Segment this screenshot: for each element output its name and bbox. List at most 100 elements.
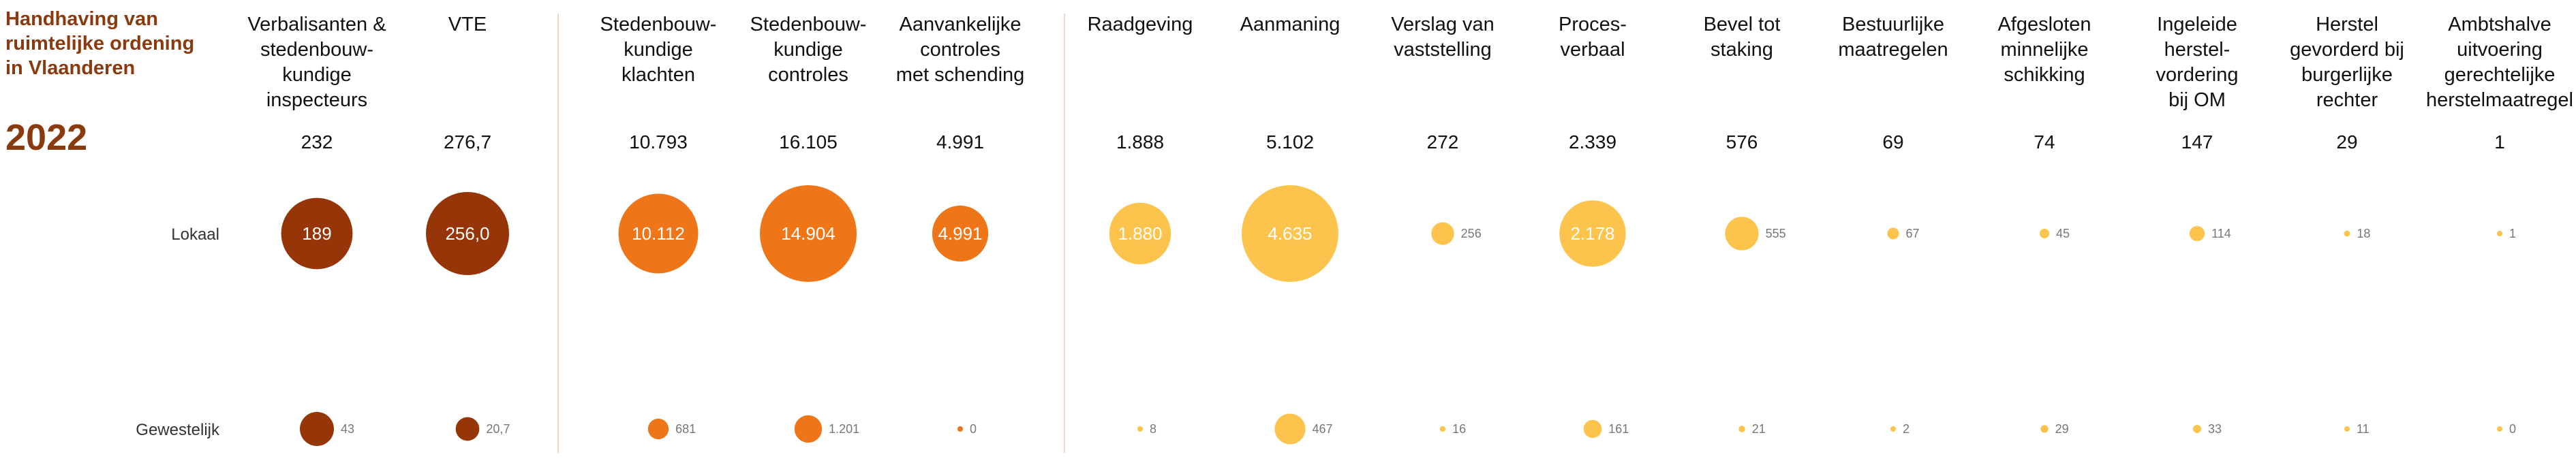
bubble-regional (299, 411, 335, 447)
bubble-local (1242, 185, 1338, 282)
bubble-local (1431, 222, 1454, 245)
column-header-line: burgerlijke (2301, 64, 2393, 86)
bubble-value-label: 14.904 (781, 223, 835, 244)
bubble-value-label: 0 (2509, 422, 2516, 436)
column-header-line: controles (768, 64, 848, 86)
bubble-regional (1890, 426, 1896, 432)
column-header-line: kundige (773, 39, 843, 61)
bubble-value-label: 681 (675, 422, 696, 436)
column-header-line: gerechtelijke (2444, 64, 2556, 86)
column-header-line: VTE (448, 14, 487, 35)
column-header-line: Afgesloten (1997, 14, 2091, 35)
bubble-local (760, 185, 857, 282)
bubble-value-label: 256 (1461, 227, 1482, 240)
bubble-local (932, 205, 989, 262)
bubble-regional (2344, 426, 2350, 432)
bubble-value-label: 0 (970, 422, 977, 436)
bubble-regional (455, 417, 480, 441)
bubble-value-label: 33 (2208, 422, 2222, 436)
column-total: 2.339 (1569, 131, 1616, 153)
column-header-line: Verbalisanten & (247, 14, 386, 35)
column-total: 576 (1726, 131, 1758, 153)
column-header-line: Stedenbouw- (600, 14, 717, 35)
bubble-value-label: 45 (2056, 227, 2070, 240)
bubble-local (1725, 217, 1759, 251)
column-header-line: Herstel (2316, 14, 2378, 35)
bubble-value-label: 2 (1903, 422, 1910, 436)
column-header-line: kundige (282, 64, 352, 86)
bubble-local (2497, 231, 2502, 236)
bubble-local (1559, 200, 1626, 267)
column-total: 276,7 (444, 131, 491, 153)
bubble-value-label: 43 (341, 422, 354, 436)
column-total: 272 (1427, 131, 1459, 153)
bubble-value-label: 467 (1313, 422, 1333, 436)
bubble-regional (957, 426, 963, 432)
column-header-line: controles (920, 39, 1000, 61)
bubble-regional (794, 415, 823, 443)
bubble-local (1887, 227, 1899, 240)
bubble-regional (2497, 426, 2502, 432)
bubble-value-label: 11 (2357, 422, 2370, 436)
row-label: Lokaal (171, 225, 219, 244)
bubble-value-label: 256,0 (445, 223, 489, 244)
column-header-line: kundige (624, 39, 693, 61)
column-header-line: minnelijke (2001, 39, 2089, 61)
bubble-value-label: 8 (1150, 422, 1156, 436)
bubble-local (1109, 202, 1171, 265)
bubble-value-label: 4.991 (938, 223, 982, 244)
column-total: 74 (2034, 131, 2055, 153)
bubble-value-label: 18 (2357, 227, 2370, 240)
column-header-line: Aanvankelijke (900, 14, 1022, 35)
column-header-line: Stedenbouw- (750, 14, 867, 35)
column-total: 29 (2336, 131, 2357, 153)
chart-title-line: ruimtelijke ordening (5, 33, 194, 54)
bubble-regional (2193, 425, 2201, 433)
bubble-value-label: 1.880 (1118, 223, 1162, 244)
bubble-value-label: 10.112 (632, 223, 685, 244)
column-total: 1.888 (1116, 131, 1164, 153)
column-header-line: Ingeleide (2157, 14, 2237, 35)
bubble-local (426, 192, 509, 275)
column-header-line: uitvoering (2457, 39, 2543, 61)
column-total: 147 (2181, 131, 2213, 153)
column-header-line: vordering (2156, 64, 2239, 86)
bubble-value-label: 2.178 (1570, 223, 1614, 244)
bubble-regional (1137, 426, 1143, 432)
column-total: 16.105 (779, 131, 838, 153)
bubble-regional (2040, 425, 2049, 433)
bubble-regional (1583, 419, 1602, 438)
bubble-value-label: 161 (1608, 422, 1629, 436)
bubble-value-label: 1.201 (829, 422, 859, 436)
column-header-line: herstel- (2164, 39, 2230, 61)
bubble-local (2189, 225, 2205, 242)
column-header-line: Ambtshalve (2448, 14, 2551, 35)
column-header-line: Bestuurlijke (1842, 14, 1944, 35)
bubble-local (2344, 230, 2350, 237)
column-header-line: stedenbouw- (260, 39, 373, 61)
column-header-line: Aanmaning (1240, 14, 1340, 35)
column-header-line: verbaal (1560, 39, 1625, 61)
column-header-line: gevorderd bij (2290, 39, 2404, 61)
bubble-value-label: 114 (2211, 227, 2231, 240)
column-header-line: inspecteurs (266, 89, 367, 111)
bubble-local (618, 193, 699, 274)
column-header-line: Verslag van (1391, 14, 1494, 35)
column-header-line: klachten (622, 64, 695, 86)
column-header-line: rechter (2316, 89, 2378, 111)
bubble-value-label: 1 (2509, 227, 2516, 240)
column-header-line: staking (1711, 39, 1773, 61)
column-header-line: schikking (2004, 64, 2085, 86)
row-label: Gewestelijk (136, 421, 220, 439)
bubble-regional (647, 418, 669, 440)
column-header-line: Raadgeving (1088, 14, 1193, 35)
column-header-line: met schending (896, 64, 1025, 86)
column-header-line: maatregelen (1838, 39, 1948, 61)
column-header-line: herstelmaatregel (2426, 89, 2573, 111)
column-total: 232 (301, 131, 333, 153)
bubble-value-label: 555 (1766, 227, 1786, 240)
column-total: 10.793 (629, 131, 688, 153)
column-total: 1 (2494, 131, 2505, 153)
